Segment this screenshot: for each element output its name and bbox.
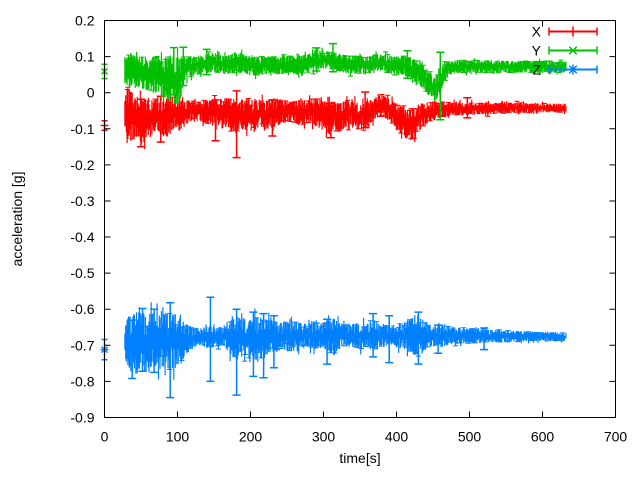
y-tick-label: 0.1 [75,49,95,65]
x-tick-label: 0 [101,429,109,445]
x-tick-label: 700 [604,429,628,445]
x-tick-label: 600 [531,429,555,445]
y-tick-label: -0.3 [70,193,94,209]
y-tick-label: -0.4 [70,229,94,245]
series-y-spikes [169,42,445,121]
series-x-caps [124,86,563,140]
y-tick-label: 0.2 [75,13,95,29]
y-tick-label: -0.1 [70,121,94,137]
series-x-band [124,87,567,150]
y-axis-title: acceleration [g] [9,172,25,267]
x-tick-label: 300 [312,429,336,445]
legend-sample-marker-x [548,26,598,37]
y-tick-label: -0.7 [70,337,94,353]
y-tick-label: -0.2 [70,157,94,173]
series-x-spikes [137,90,472,159]
series-y-caps [126,51,564,97]
legend-sample-marker-y [548,46,598,55]
series-z-band [124,302,567,380]
plot-border [104,20,616,418]
x-tick-label: 200 [239,429,263,445]
legend-label-z: Z [532,62,541,78]
series-z-spikes [128,296,489,399]
x-tick-label: 400 [385,429,409,445]
legend-sample-marker-z [548,64,598,75]
legend-label-x: X [532,24,542,40]
plot-graphics: 0 100 200 300 400 500 600 700 0.2 0.1 0 -0.1 -0.2 -0.… [70,13,627,445]
y-tick-label: -0.6 [70,301,94,317]
legend-label-y: Y [532,43,542,59]
y-tick-label: -0.9 [70,410,94,426]
x-axis-title: time[s] [339,450,380,466]
y-tick-label: -0.8 [70,373,94,389]
y-tick-label: -0.5 [70,265,94,281]
axis-ticks [104,20,616,418]
x-tick-label: 100 [166,429,190,445]
x-tick-label: 500 [458,429,482,445]
y-tick-label: 0 [87,85,95,101]
